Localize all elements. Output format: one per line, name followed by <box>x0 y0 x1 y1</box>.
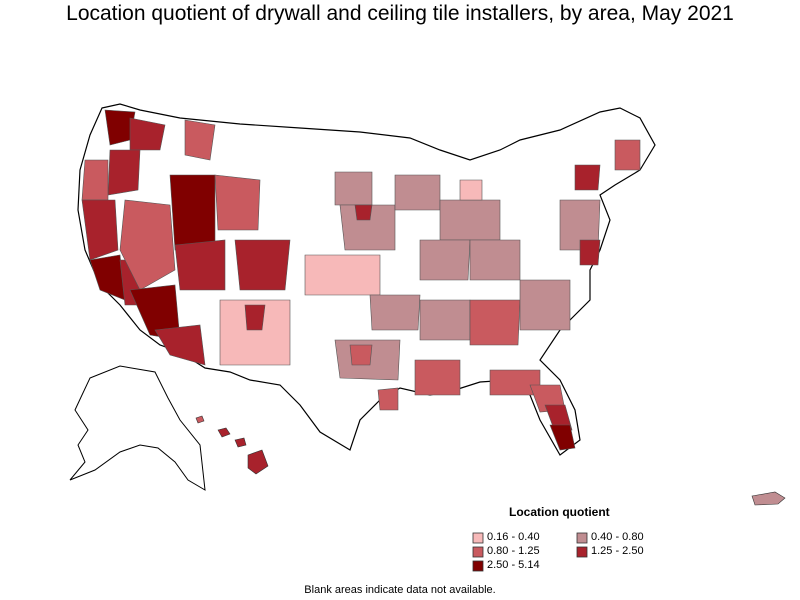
map-title: Location quotient of drywall and ceiling… <box>66 2 734 25</box>
legend-swatch-4 <box>576 546 588 558</box>
legend-title: Location quotient <box>509 505 610 519</box>
legend-label-1: 0.16 - 0.40 <box>487 531 540 543</box>
area-regions <box>81 109 641 451</box>
hawaii-islands <box>195 415 269 475</box>
puerto-rico <box>751 491 786 506</box>
legend-label-3: 0.80 - 1.25 <box>487 545 540 557</box>
legend-swatch-5 <box>472 560 484 572</box>
legend-label-5: 2.50 - 5.14 <box>487 559 540 571</box>
legend-label-2: 0.40 - 0.80 <box>591 531 644 543</box>
legend-item-2: 0.40 - 0.80 <box>591 531 644 543</box>
footnote: Blank areas indicate data not available. <box>304 584 496 596</box>
legend-item-1: 0.16 - 0.40 <box>487 531 540 543</box>
legend-item-5: 2.50 - 5.14 <box>487 559 540 571</box>
legend-label-4: 1.25 - 2.50 <box>591 545 644 557</box>
legend-item-3: 0.80 - 1.25 <box>487 545 540 557</box>
legend-item-4: 1.25 - 2.50 <box>591 545 644 557</box>
legend-swatch-3 <box>472 546 484 558</box>
alaska-outline <box>69 365 206 491</box>
legend-swatches <box>472 532 588 572</box>
legend-swatch-1 <box>472 532 484 544</box>
legend-swatch-2 <box>576 532 588 544</box>
